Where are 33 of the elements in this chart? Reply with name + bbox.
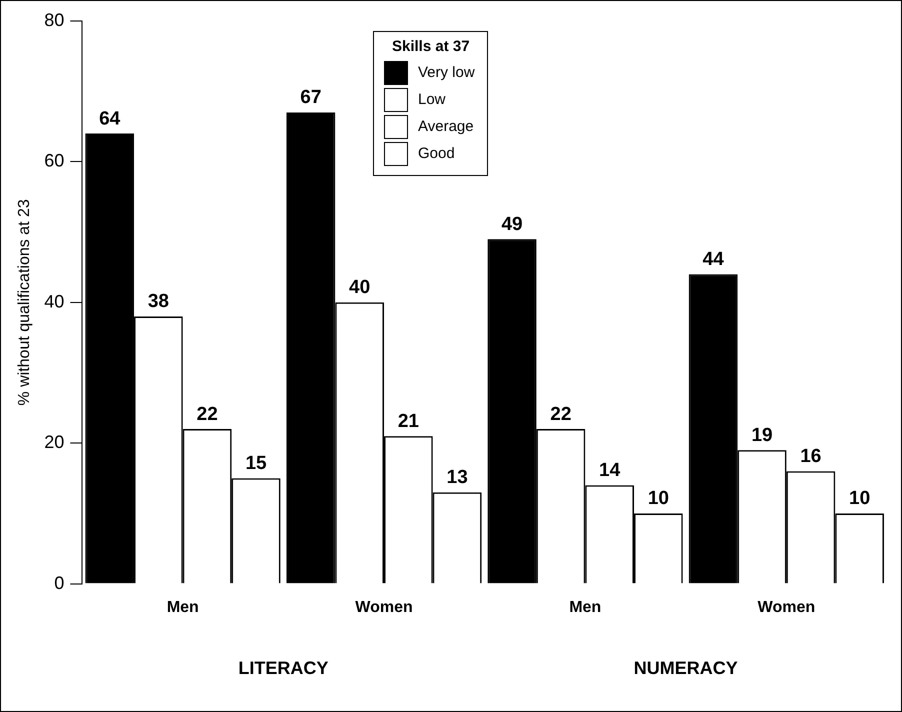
y-axis-title: % without qualifications at 23	[16, 199, 34, 406]
y-tick-label: 60	[44, 150, 64, 171]
data-label: 22	[550, 404, 572, 425]
data-label: 16	[800, 446, 822, 467]
data-label: 19	[751, 424, 773, 446]
y-tick-label: 80	[44, 10, 64, 30]
legend-label: Very low	[418, 64, 475, 81]
data-label: 49	[501, 214, 523, 235]
data-label: 13	[446, 467, 468, 488]
x-tick-label: Women	[355, 598, 413, 616]
legend-label: Low	[418, 91, 446, 108]
x-tick-label: Women	[758, 598, 816, 616]
data-label: 38	[148, 291, 169, 312]
data-label: 40	[349, 277, 370, 298]
text: LITERACY	[238, 658, 328, 678]
data-label: 44	[702, 248, 724, 270]
x-tick-label: Men	[569, 598, 602, 616]
y-tick-label: 40	[44, 291, 64, 312]
text: NUMERACY	[634, 658, 738, 678]
legend-label: Average	[418, 118, 474, 135]
data-label: 64	[99, 108, 121, 130]
x-tick-label: Men	[166, 598, 199, 616]
legend-title: Skills at 37	[391, 38, 471, 55]
data-label: 22	[196, 404, 218, 425]
data-label: 21	[398, 410, 420, 432]
y-tick-label: 20	[44, 432, 64, 452]
data-label: 10	[648, 488, 669, 510]
data-label: 15	[245, 453, 267, 474]
data-label: 10	[849, 488, 870, 510]
legend-label: Good	[418, 145, 455, 162]
y-tick-label: 0	[54, 572, 64, 593]
data-label: 67	[300, 87, 322, 108]
data-label: 14	[599, 460, 621, 482]
